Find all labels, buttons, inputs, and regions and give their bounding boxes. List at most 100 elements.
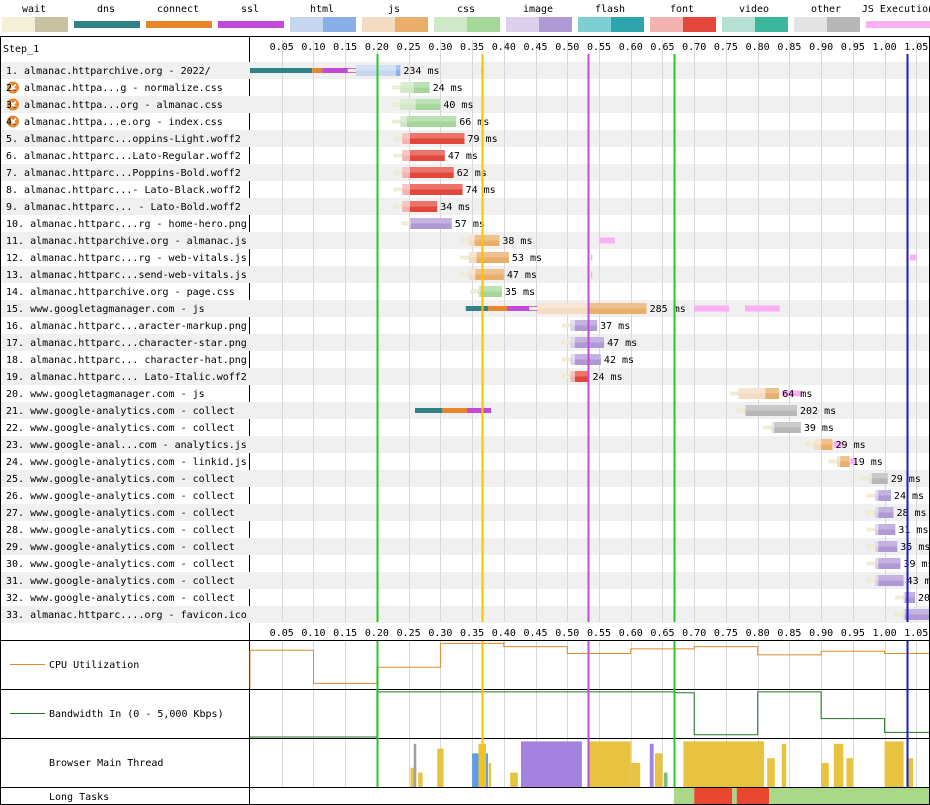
main-thread-activity	[649, 743, 654, 787]
ttfb-segment	[570, 337, 575, 348]
js-execution-mark	[744, 305, 780, 312]
long-task-segment	[694, 788, 733, 804]
row-band	[1, 130, 929, 147]
request-duration: 28 ms	[896, 508, 926, 519]
row-band	[1, 572, 929, 589]
request-row: 29. www.google-analytics.com - collect 35…	[6, 541, 930, 553]
request-label: 22. www.google-analytics.com - collect	[6, 423, 235, 434]
x-tick-label: 0.85	[777, 42, 801, 53]
request-row: 32. www.google-analytics.com - collect 20…	[6, 592, 930, 604]
ttfb-segment	[814, 439, 822, 450]
legend-label-9: font	[670, 4, 694, 15]
request-duration: 202 ms	[800, 406, 836, 417]
request-duration: 47 ms	[448, 151, 478, 162]
download-segment	[878, 541, 898, 552]
main-thread-activity	[683, 741, 765, 787]
download-segment	[821, 439, 833, 450]
request-label: 6. almanac.httparc...Lato-Regular.woff2	[6, 151, 241, 162]
request-label: 32. www.google-analytics.com - collect	[6, 593, 235, 604]
ttfb-segment	[738, 388, 766, 399]
legend-swatch-dark-11	[827, 17, 860, 32]
request-duration: 234 ms	[403, 66, 439, 77]
legend-label-6: css	[457, 4, 475, 15]
request-label: 11. almanac.httparchive.org - almanac.js	[6, 236, 247, 247]
main-thread-activity	[520, 741, 582, 787]
bar-sheen	[402, 133, 465, 139]
row-band	[1, 470, 929, 487]
x-tick-label: 0.85	[777, 628, 801, 639]
legend-label-0: wait	[22, 4, 46, 15]
request-label: 23. www.google-anal...com - analytics.js	[6, 440, 247, 451]
cpu-label: CPU Utilization	[49, 660, 139, 671]
x-tick-label: 0.75	[714, 628, 738, 639]
cpu-utilization-panel: CPU Utilization	[10, 642, 929, 688]
ttfb-segment	[402, 201, 410, 212]
x-tick-label: 0.30	[428, 42, 452, 53]
legend-swatch-12	[866, 21, 930, 28]
ttfb-segment	[836, 456, 841, 467]
bar-sheen	[570, 371, 590, 377]
wait-segment	[805, 442, 815, 447]
x-tick-label: 0.50	[555, 42, 579, 53]
request-row: 24. www.google-analytics.com - linkid.js…	[6, 456, 883, 468]
request-duration: 24 ms	[894, 491, 924, 502]
wait-segment	[562, 357, 571, 362]
download-segment	[840, 456, 850, 467]
ttfb-segment	[875, 541, 879, 552]
x-tick-label: 0.15	[333, 42, 357, 53]
x-tick-label: 0.15	[333, 628, 357, 639]
bar-sheen	[868, 473, 888, 479]
request-row: 22. www.google-analytics.com - collect 39…	[6, 422, 834, 434]
wait-segment	[392, 119, 401, 124]
main-thread-panel: Browser Main Thread	[49, 741, 914, 787]
request-duration: 24 ms	[433, 83, 463, 94]
request-duration: 47 ms	[507, 270, 537, 281]
request-row: 25. www.google-analytics.com - collect 29…	[6, 473, 921, 485]
bar-sheen	[468, 235, 500, 241]
bar-sheen	[738, 388, 780, 394]
x-tick-label: 0.10	[301, 42, 325, 53]
request-label: 15. www.googletagmanager.com - js	[6, 304, 205, 315]
request-duration: 62 ms	[457, 168, 487, 179]
request-duration: 20 ms	[918, 593, 930, 604]
row-band	[1, 368, 929, 385]
js-execution-mark	[781, 390, 803, 397]
row-band	[1, 436, 929, 453]
warning-icon	[7, 98, 19, 111]
legend-swatch-dark-7	[539, 17, 572, 32]
bar-sheen	[409, 218, 452, 224]
row-band	[1, 300, 929, 317]
x-tick-label: 0.35	[460, 628, 484, 639]
bar-sheen	[771, 422, 801, 428]
download-segment	[774, 422, 801, 433]
request-label: 29. www.google-analytics.com - collect	[6, 542, 235, 553]
request-label: 2. almanac.httpa...g - normalize.css	[6, 83, 223, 94]
bar-sheen	[875, 524, 896, 530]
x-tick-label: 0.95	[841, 628, 865, 639]
x-tick-label: 0.45	[524, 42, 548, 53]
main-thread-activity	[821, 763, 829, 787]
request-label: 13. almanac.httparc...send-web-vitals.js	[6, 270, 247, 281]
legend-label-4: html	[310, 4, 334, 15]
download-segment	[878, 490, 891, 501]
x-tick-label: 0.30	[428, 628, 452, 639]
main-thread-activity	[418, 772, 423, 787]
x-tick-label: 1.05	[904, 42, 928, 53]
ttfb-segment	[468, 269, 476, 280]
wait-segment	[730, 391, 739, 396]
x-tick-label: 0.20	[365, 628, 389, 639]
x-tick-label: 1.00	[873, 42, 897, 53]
row-band	[1, 538, 929, 555]
x-tick-label: 0.65	[650, 628, 674, 639]
warning-icon	[7, 81, 19, 94]
request-row: 33. almanac.httparc....org - favicon.ico…	[6, 609, 929, 621]
ssl-segment	[467, 408, 492, 413]
wait-segment	[562, 323, 571, 328]
ttfb-segment	[409, 218, 411, 229]
download-segment	[574, 320, 598, 331]
ssl-segment	[507, 306, 538, 311]
wait-segment	[460, 238, 470, 243]
main-thread-activity	[833, 743, 844, 787]
request-duration: 64 ms	[782, 389, 812, 400]
bar-sheen	[570, 354, 601, 360]
